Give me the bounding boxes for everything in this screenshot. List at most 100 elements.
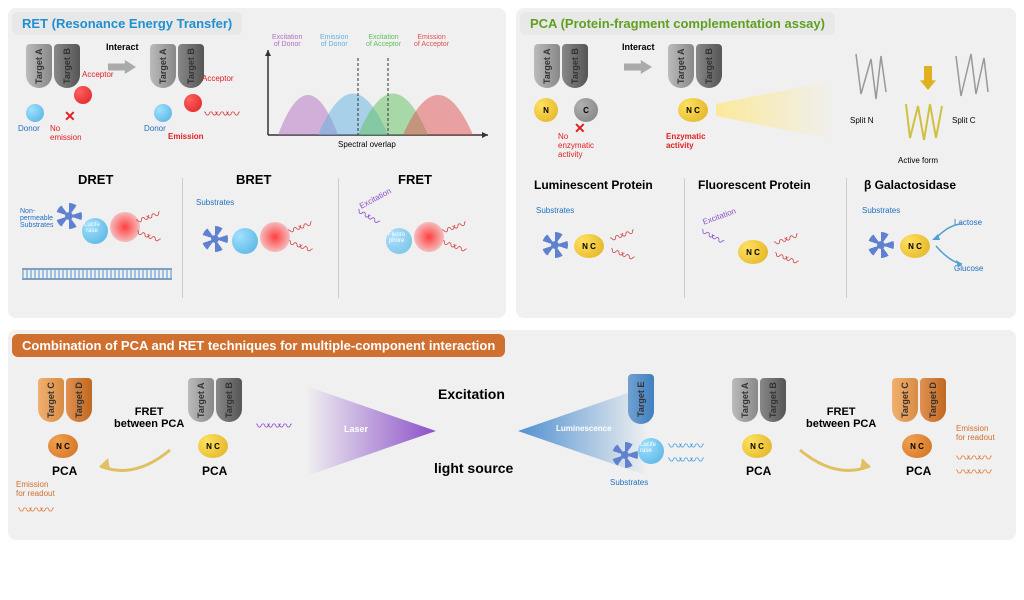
combo-curve-l (94, 446, 174, 486)
combo-target-e-pair: Target E (628, 374, 654, 424)
combo-pair-cd-l: Target C Target D (38, 378, 92, 422)
lightsource-lbl: light source (434, 460, 513, 476)
beta-lbl: β Galactosidase (864, 178, 956, 192)
combo-e-star (612, 442, 638, 468)
combo-target-b-r: Target B (760, 378, 786, 422)
split-c-structure (946, 44, 996, 114)
dret-lbl: DRET (78, 172, 113, 187)
dret-wave2: 〰〰 (133, 223, 161, 249)
active-structure (896, 96, 952, 152)
pac-n-before: N (534, 98, 558, 122)
split-n-structure (846, 44, 896, 114)
combo-target-d-l: Target D (66, 378, 92, 422)
ret-title: RET (Resonance Energy Transfer) (12, 12, 242, 35)
beta-star (868, 232, 894, 258)
combo-pac-cd-l: N C (48, 434, 78, 458)
pca-target-b: Target B (562, 44, 588, 88)
pca-interact-arrow (624, 60, 652, 74)
combo-laser-wave: 〰〰〰 (256, 416, 289, 436)
combo-pca-l2: PCA (202, 464, 227, 478)
flu-pac: N C (738, 240, 768, 264)
beta-cone (716, 80, 836, 140)
acceptor-after (184, 94, 202, 112)
pca-target-a2: Target A (668, 44, 694, 88)
active-lbl: Active form (898, 156, 938, 165)
fret-wave2: 〰〰 (439, 233, 467, 259)
splitN-lbl: Split N (850, 116, 874, 125)
laser-diamond (306, 386, 436, 476)
combo-e-lucif-lbl: Lucife rase (640, 442, 656, 454)
combo-pca-l1: PCA (52, 464, 77, 478)
target-a: Target A (26, 44, 52, 88)
acceptor-lbl1: Acceptor (82, 70, 114, 79)
donor-lbl2: Donor (144, 124, 166, 133)
dret-star (56, 203, 82, 229)
pac-nc-after: N C (678, 98, 708, 122)
combo-pca-r1: PCA (746, 464, 771, 478)
acceptor-before (74, 86, 92, 104)
splitC-lbl: Split C (952, 116, 976, 125)
combo-target-b-l: Target B (216, 378, 242, 422)
no-emission-lbl: No emission (50, 124, 82, 142)
acceptor-lbl2: Acceptor (202, 74, 234, 83)
combo-target-c-r: Target C (892, 378, 918, 422)
pca-target-b2: Target B (696, 44, 722, 88)
pac-c-before: C (574, 98, 598, 122)
no-activity-lbl: No enzymatic activity (558, 132, 594, 159)
spectral-overlap-lbl: Spectral overlap (338, 140, 396, 149)
flu-wave2: 〰〰 (771, 245, 799, 271)
spec-lbl-1: Emission of Donor (320, 34, 348, 48)
target-a2: Target A (150, 44, 176, 88)
beta-pac: N C (900, 234, 930, 258)
combo-lumi-wave2: 〰〰〰 (668, 450, 701, 470)
lumi-lbl: Luminescence (556, 424, 612, 433)
emission-waves: 〰〰〰 (204, 104, 237, 124)
dret-sub: Non- permeable Substrates (20, 208, 53, 229)
pca-pair-before: Target A Target B (534, 44, 588, 88)
beta-sub: Substrates (862, 206, 900, 215)
combo-target-c-l: Target C (38, 378, 64, 422)
spec-lbl-0: Excitation of Donor (272, 34, 302, 48)
donor-lbl1: Donor (18, 124, 40, 133)
combo-substrates: Substrates (610, 478, 648, 487)
spec-lbl-2: Excitation of Acceptor (366, 34, 401, 48)
pca-pair-after: Target A Target B (668, 44, 722, 88)
bret-star (202, 226, 228, 252)
combo-target-a-l: Target A (188, 378, 214, 422)
bret-sub: Substrates (196, 198, 234, 207)
lum-pac: N C (574, 234, 604, 258)
combo-curve-r (796, 446, 876, 486)
combo-panel: Combination of PCA and RET techniques fo… (8, 330, 1016, 540)
lum-star (542, 232, 568, 258)
pca-interact-lbl: Interact (622, 42, 655, 52)
lum-wave2: 〰〰 (607, 241, 635, 267)
beta-arrows (932, 220, 972, 270)
excitation-lbl: Excitation (438, 386, 505, 402)
flu-exc-wave: 〰〰 (697, 222, 726, 250)
interact-lbl: Interact (106, 42, 139, 52)
fret-exc-wave: 〰〰 (352, 202, 381, 230)
emission-lbl: Emission (168, 132, 204, 141)
div1 (182, 178, 183, 298)
combo-readout-wave-r2: 〰〰〰 (956, 462, 989, 482)
laser-lbl: Laser (344, 424, 368, 434)
flu-lbl: Fluorescent Protein (698, 178, 811, 192)
combo-pac-ab-r: N C (742, 434, 772, 458)
combo-fret-r: FRET between PCA (806, 406, 876, 430)
activity-lbl: Enzymatic activity (666, 132, 706, 150)
pca-panel: PCA (Protein-fragment complementation as… (516, 8, 1016, 318)
combo-title: Combination of PCA and RET techniques fo… (12, 334, 505, 357)
pca-div2 (846, 178, 847, 298)
ret-panel: RET (Resonance Energy Transfer) Target A… (8, 8, 506, 318)
donor-before (26, 104, 44, 122)
combo-pca-r2: PCA (906, 464, 931, 478)
spec-lbl-3: Emission of Acceptor (414, 34, 449, 48)
split-down-arrow (920, 66, 936, 90)
combo-pair-ab-l: Target A Target B (188, 378, 242, 422)
pca-div1 (684, 178, 685, 298)
dret-membrane (22, 268, 172, 280)
combo-target-a-r: Target A (732, 378, 758, 422)
ret-pair-before: Target A Target B (26, 44, 80, 88)
fret-fluor-lbl: Fluoro phore (388, 232, 405, 244)
combo-readout-l: Emission for readout (16, 480, 55, 498)
